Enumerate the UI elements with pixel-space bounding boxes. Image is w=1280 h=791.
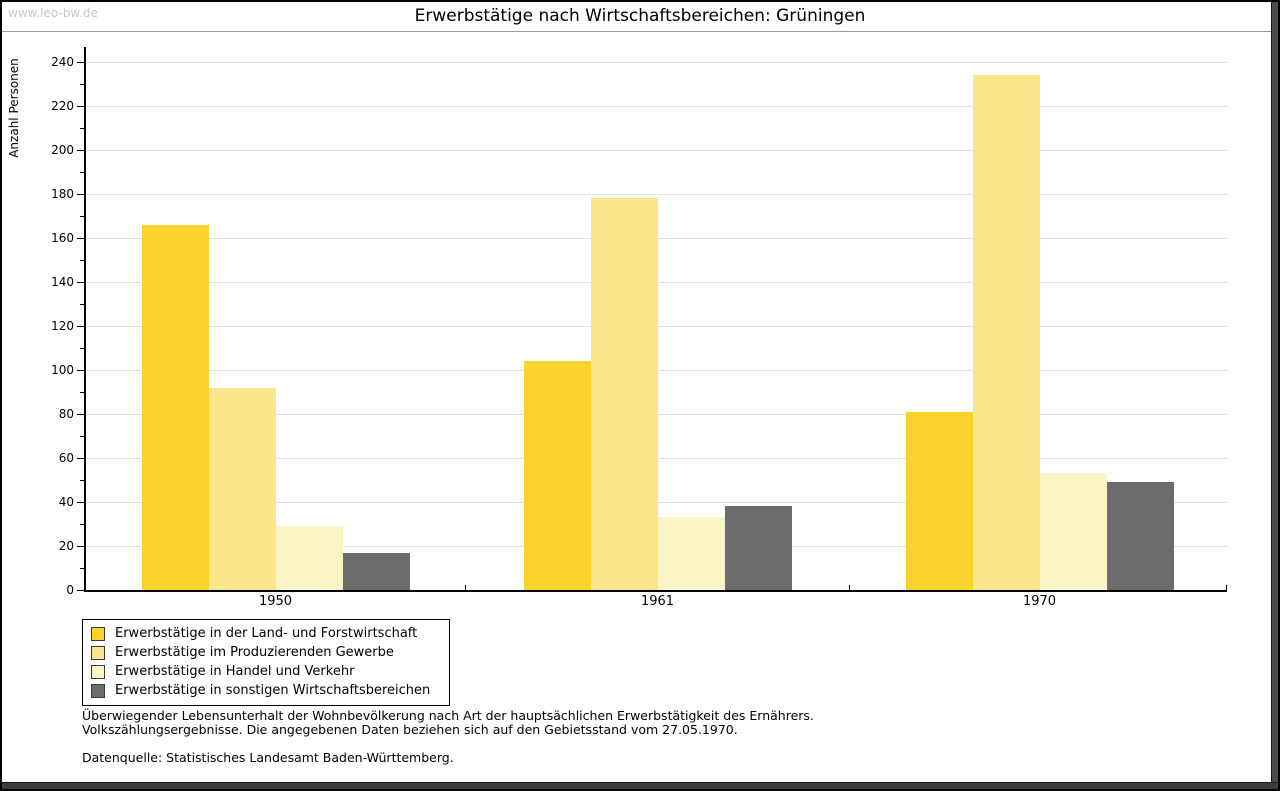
header-separator bbox=[2, 31, 1278, 32]
footer-source: Datenquelle: Statistisches Landesamt Bad… bbox=[82, 750, 454, 765]
bar-1961-series-1 bbox=[523, 361, 591, 590]
legend-item-label: Erwerbstätige in Handel und Verkehr bbox=[115, 664, 355, 679]
legend-swatch-2 bbox=[91, 645, 105, 660]
y-tick-minor-110 bbox=[80, 347, 84, 349]
x-tick-label-1970: 1970 bbox=[1022, 594, 1057, 609]
legend-item-4: Erwerbstätige in sonstigen Wirtschaftsbe… bbox=[83, 681, 449, 700]
bar-1961-series-3 bbox=[657, 517, 725, 590]
footer-note-line1: Überwiegender Lebensunterhalt der Wohnbe… bbox=[82, 708, 814, 723]
y-tick-major-140 bbox=[77, 281, 84, 283]
bar-1970-series-3 bbox=[1039, 473, 1107, 590]
y-tick-label: 220 bbox=[51, 99, 74, 113]
legend-item-label: Erwerbstätige im Produzierenden Gewerbe bbox=[115, 645, 394, 660]
y-tick-major-40 bbox=[77, 501, 84, 503]
y-tick-label: 240 bbox=[51, 55, 74, 69]
legend-item-label: Erwerbstätige in sonstigen Wirtschaftsbe… bbox=[115, 683, 431, 698]
bar-1950-series-4 bbox=[342, 552, 410, 590]
y-tick-major-240 bbox=[77, 61, 84, 63]
bar-1970-series-4 bbox=[1106, 482, 1174, 590]
y-tick-minor-50 bbox=[80, 479, 84, 481]
y-tick-label: 0 bbox=[66, 583, 74, 597]
y-tick-minor-10 bbox=[80, 567, 84, 569]
window-bottom-edge bbox=[2, 782, 1278, 789]
y-tick-label: 160 bbox=[51, 231, 74, 245]
y-tick-label: 180 bbox=[51, 187, 74, 201]
bar-1961-series-2 bbox=[590, 198, 658, 590]
y-tick-label: 40 bbox=[58, 495, 74, 509]
gridline-200 bbox=[86, 150, 1227, 151]
y-tick-label: 120 bbox=[51, 319, 74, 333]
leo-bw-watermark: www.leo-bw.de bbox=[8, 6, 98, 20]
bar-1950-series-3 bbox=[275, 526, 343, 590]
x-tick-label-1961: 1961 bbox=[640, 594, 675, 609]
legend-swatch-4 bbox=[91, 683, 105, 698]
legend-item-label: Erwerbstätige in der Land- und Forstwirt… bbox=[115, 626, 418, 641]
y-tick-label: 200 bbox=[51, 143, 74, 157]
x-boundary-tick-2 bbox=[1226, 585, 1227, 590]
y-tick-major-200 bbox=[77, 149, 84, 151]
y-tick-major-20 bbox=[77, 545, 84, 547]
y-tick-minor-210 bbox=[80, 127, 84, 129]
y-tick-major-80 bbox=[77, 413, 84, 415]
x-boundary-tick-1 bbox=[849, 585, 850, 590]
legend-item-1: Erwerbstätige in der Land- und Forstwirt… bbox=[83, 624, 449, 643]
legend-box: Erwerbstätige in der Land- und Forstwirt… bbox=[82, 619, 450, 706]
y-tick-label: 60 bbox=[58, 451, 74, 465]
y-tick-minor-190 bbox=[80, 171, 84, 173]
footer-notes: Überwiegender Lebensunterhalt der Wohnbe… bbox=[82, 709, 814, 737]
y-tick-major-100 bbox=[77, 369, 84, 371]
gridline-220 bbox=[86, 106, 1227, 107]
plot-area: 0 20 40 60 80 100 120 140 160 180 200 220 240 1950 196… bbox=[51, 47, 1227, 609]
legend-swatch-1 bbox=[91, 626, 105, 641]
footer-note-line2: Volkszählungsergebnisse. Die angegebenen… bbox=[82, 722, 738, 737]
bar-1950-series-2 bbox=[208, 387, 276, 590]
y-tick-minor-70 bbox=[80, 435, 84, 437]
y-tick-major-0 bbox=[77, 589, 84, 591]
bar-1970-series-1 bbox=[905, 411, 973, 590]
y-tick-minor-150 bbox=[80, 259, 84, 261]
y-tick-major-220 bbox=[77, 105, 84, 107]
y-tick-major-160 bbox=[77, 237, 84, 239]
chart-title: Erwerbstätige nach Wirtschaftsbereichen:… bbox=[414, 6, 866, 26]
y-tick-label: 80 bbox=[58, 407, 74, 421]
legend-swatch-3 bbox=[91, 664, 105, 679]
y-tick-major-120 bbox=[77, 325, 84, 327]
x-boundary-tick-0 bbox=[465, 585, 466, 590]
y-axis-label: Anzahl Personen bbox=[7, 58, 21, 158]
y-tick-label: 100 bbox=[51, 363, 74, 377]
bar-1961-series-4 bbox=[724, 506, 792, 590]
y-tick-minor-170 bbox=[80, 215, 84, 217]
y-tick-minor-230 bbox=[80, 83, 84, 85]
legend-item-2: Erwerbstätige im Produzierenden Gewerbe bbox=[83, 643, 449, 662]
y-tick-minor-130 bbox=[80, 303, 84, 305]
y-tick-label: 140 bbox=[51, 275, 74, 289]
y-tick-major-180 bbox=[77, 193, 84, 195]
legend-item-3: Erwerbstätige in Handel und Verkehr bbox=[83, 662, 449, 681]
bar-1970-series-2 bbox=[972, 75, 1040, 590]
y-tick-minor-30 bbox=[80, 523, 84, 525]
y-tick-label: 20 bbox=[58, 539, 74, 553]
y-tick-major-60 bbox=[77, 457, 84, 459]
bar-1950-series-1 bbox=[141, 224, 209, 590]
x-tick-label-1950: 1950 bbox=[258, 594, 293, 609]
gridline-240 bbox=[86, 62, 1227, 63]
y-tick-minor-90 bbox=[80, 391, 84, 393]
gridline-180 bbox=[86, 194, 1227, 195]
window-right-edge bbox=[1271, 2, 1278, 789]
